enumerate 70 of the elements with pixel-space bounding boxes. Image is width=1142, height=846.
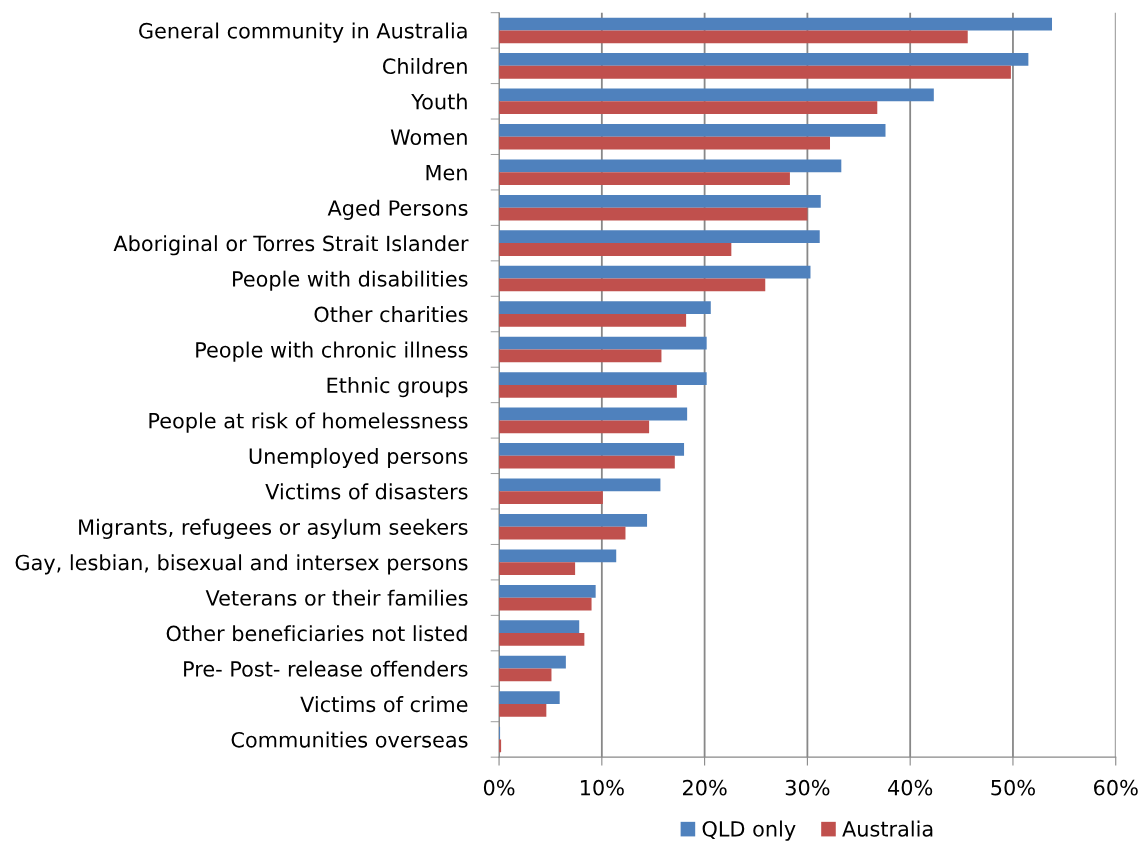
bar — [499, 159, 842, 173]
bar — [499, 314, 687, 327]
bar — [499, 513, 648, 527]
bar — [499, 668, 552, 682]
x-tick-label: 30% — [785, 779, 830, 796]
bar — [499, 65, 1011, 79]
y-tick-label: Communities overseas — [231, 731, 468, 748]
bar — [499, 620, 580, 634]
bar — [499, 124, 886, 137]
y-tick-label: Other beneficiaries not listed — [166, 625, 467, 642]
bar — [499, 301, 711, 315]
bar — [499, 372, 707, 385]
bar — [499, 633, 585, 646]
y-tick-label: Aboriginal or Torres Strait Islander — [113, 235, 469, 256]
bar — [499, 53, 1029, 66]
y-tick-label: Women — [390, 129, 467, 145]
y-tick-label: General community in Australia — [139, 22, 467, 43]
bar — [499, 194, 821, 208]
y-tick-label: People with chronic illness — [196, 341, 468, 362]
bar — [499, 384, 677, 398]
bar — [499, 136, 831, 150]
bar — [499, 207, 808, 221]
y-tick-label: Migrants, refugees or asylum seekers — [79, 518, 468, 539]
bar — [499, 655, 566, 669]
x-tick-label: 50% — [991, 779, 1035, 796]
bar — [499, 491, 603, 505]
y-tick-label: Pre- Post- release offenders — [184, 660, 468, 677]
y-tick-label: Victims of disasters — [265, 483, 468, 500]
bar — [499, 691, 560, 704]
bar — [499, 443, 685, 456]
y-tick-label: Veterans or their families — [205, 589, 468, 606]
bar — [499, 17, 1053, 31]
y-tick-label: Men — [426, 164, 467, 181]
bar — [499, 526, 626, 540]
bar — [499, 562, 576, 575]
bar — [499, 265, 811, 279]
bar — [499, 455, 675, 469]
y-tick-label: Ethnic groups — [327, 377, 468, 398]
x-tick-label: 0% — [483, 779, 515, 796]
bar — [499, 584, 596, 598]
y-tick-label: People at risk of homelessness — [149, 412, 468, 433]
y-tick-label: Gay, lesbian, bisexual and intersex persons — [15, 554, 468, 575]
bar — [499, 243, 732, 256]
y-tick-label: Other charities — [314, 306, 468, 323]
x-tick-label: 20% — [682, 779, 727, 796]
x-tick-label: 40% — [888, 779, 933, 796]
y-tick-label: Aged Persons — [327, 199, 468, 220]
bar — [499, 172, 790, 185]
bar — [499, 478, 661, 492]
bar — [499, 278, 766, 292]
y-tick-label: Unemployed persons — [249, 447, 468, 469]
y-tick-label: Youth — [411, 93, 467, 110]
bar — [499, 30, 968, 44]
y-tick-label: People with disabilities — [233, 270, 468, 291]
legend-label: Australia — [842, 820, 933, 837]
bar — [499, 101, 878, 115]
bar — [499, 230, 820, 244]
bar — [499, 420, 650, 434]
bar — [499, 597, 592, 611]
bar — [499, 407, 688, 421]
y-tick-label: Children — [383, 57, 467, 75]
x-tick-label: 10% — [580, 779, 624, 796]
y-tick-label: Victims of crime — [300, 696, 468, 713]
x-tick-label: 60% — [1094, 779, 1138, 796]
bar — [499, 336, 707, 350]
bar — [499, 349, 662, 363]
bar — [499, 88, 934, 102]
bar — [499, 703, 547, 717]
bar — [499, 549, 617, 563]
legend-label: QLD only — [702, 820, 796, 841]
